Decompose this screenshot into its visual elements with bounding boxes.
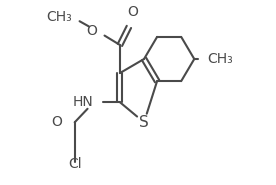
Text: O: O [51, 115, 62, 129]
Text: CH₃: CH₃ [207, 52, 233, 66]
Text: Cl: Cl [68, 157, 81, 171]
Text: S: S [139, 115, 149, 130]
Text: O: O [86, 24, 97, 38]
Text: CH₃: CH₃ [46, 10, 72, 24]
Text: O: O [128, 5, 138, 19]
Text: HN: HN [73, 95, 94, 109]
